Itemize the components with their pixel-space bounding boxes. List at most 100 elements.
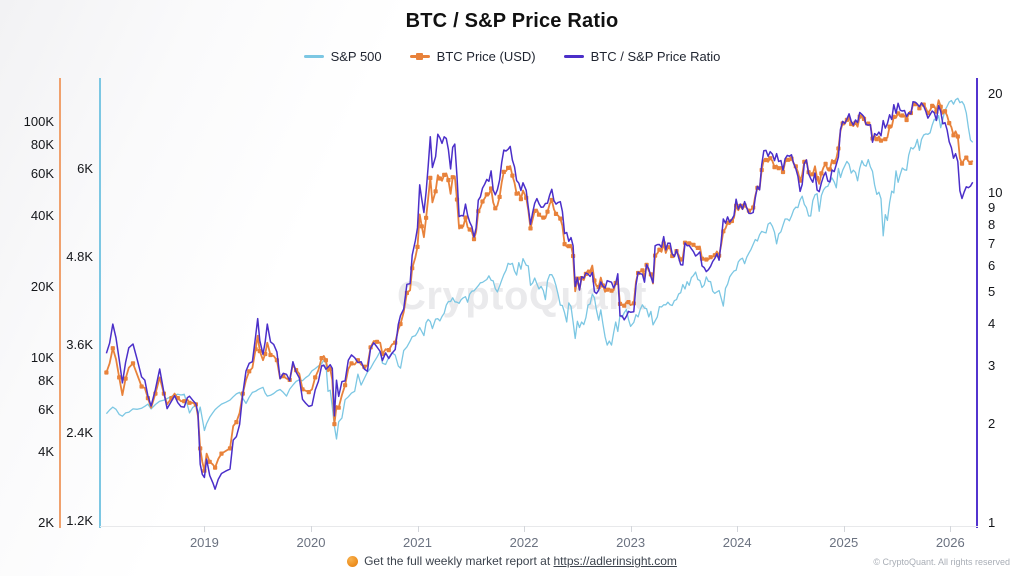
sp500-axis-label-6K: 6K bbox=[77, 161, 93, 176]
copyright: © CryptoQuant. All rights reserved bbox=[873, 557, 1010, 567]
x-axis-label-2025: 2025 bbox=[829, 535, 859, 550]
btc-marker bbox=[904, 117, 909, 123]
btc-marker bbox=[605, 287, 610, 292]
btc-marker bbox=[450, 175, 455, 180]
sp500-axis-line bbox=[99, 78, 101, 528]
btc-marker bbox=[374, 339, 380, 344]
btc-marker bbox=[207, 459, 212, 464]
chart-plot-area[interactable] bbox=[100, 75, 978, 522]
chart-title: BTC / S&P Price Ratio bbox=[405, 10, 619, 32]
btc-marker bbox=[306, 390, 311, 395]
x-axis-label-2021: 2021 bbox=[403, 535, 432, 550]
ratio-axis-label-8: 8 bbox=[988, 216, 996, 232]
x-tick-2021 bbox=[417, 526, 419, 532]
legend-item-1[interactable]: BTC Price (USD) bbox=[409, 49, 536, 64]
x-tick-2024 bbox=[737, 526, 739, 532]
legend-line-square-swatch bbox=[409, 53, 430, 60]
btc-marker bbox=[415, 244, 420, 249]
ratio-axis-label-7: 7 bbox=[988, 236, 996, 252]
btc-marker bbox=[553, 211, 559, 216]
btc-marker bbox=[227, 446, 233, 451]
btc-marker bbox=[887, 124, 892, 129]
btc-marker bbox=[827, 167, 832, 172]
ratio-axis-line bbox=[976, 78, 978, 528]
btc-marker bbox=[213, 465, 218, 470]
btc-marker bbox=[419, 224, 424, 229]
btc-marker bbox=[319, 356, 324, 361]
btc-marker bbox=[480, 199, 485, 204]
btc-marker bbox=[942, 109, 948, 114]
ratio-axis-label-3: 3 bbox=[988, 357, 996, 373]
btc-marker bbox=[104, 370, 109, 375]
ratio-axis-label-10: 10 bbox=[988, 185, 1003, 200]
ratio-axis-label-5: 5 bbox=[988, 284, 996, 300]
btc-axis-label-4K: 4K bbox=[38, 443, 54, 459]
legend-item-0[interactable]: S&P 500 bbox=[303, 49, 382, 64]
btc-marker bbox=[558, 216, 563, 221]
btc-marker bbox=[489, 186, 494, 191]
btc-marker bbox=[776, 166, 781, 171]
btc-marker bbox=[896, 111, 901, 116]
btc-axis-label-60K: 60K bbox=[30, 166, 54, 182]
btc-marker bbox=[562, 242, 567, 247]
x-axis-label-2022: 2022 bbox=[509, 535, 539, 550]
btc-marker bbox=[343, 383, 348, 388]
btc-marker bbox=[930, 103, 935, 108]
btc-marker bbox=[964, 155, 969, 160]
legend-item-2[interactable]: BTC / S&P Price Ratio bbox=[563, 49, 720, 64]
btc-axis-label-8K: 8K bbox=[38, 372, 54, 388]
ratio-axis-label-6: 6 bbox=[988, 258, 996, 274]
btc-marker bbox=[263, 351, 268, 357]
btc-marker bbox=[463, 215, 468, 220]
x-tick-2023 bbox=[630, 526, 632, 532]
btc-marker bbox=[349, 361, 354, 366]
btc-marker bbox=[968, 160, 973, 165]
btc-marker bbox=[626, 300, 631, 305]
sp500-axis-label-4.8K: 4.8K bbox=[66, 249, 93, 264]
x-tick-2022 bbox=[524, 526, 526, 532]
btc-marker bbox=[187, 400, 192, 405]
btc-marker bbox=[386, 348, 391, 353]
btc-marker bbox=[768, 156, 773, 161]
btc-marker bbox=[657, 247, 662, 252]
btc-marker bbox=[687, 241, 692, 246]
btc-marker bbox=[219, 451, 224, 456]
btc-marker bbox=[484, 192, 489, 197]
btc-marker bbox=[313, 375, 318, 380]
btc-marker bbox=[609, 288, 614, 293]
btc-marker bbox=[772, 165, 777, 170]
legend-label: S&P 500 bbox=[330, 49, 382, 64]
btc-marker bbox=[268, 352, 273, 358]
sp500-line bbox=[105, 97, 974, 440]
btc-marker bbox=[110, 346, 115, 351]
btc-marker bbox=[566, 244, 571, 249]
btc-marker bbox=[541, 215, 546, 220]
btc-marker bbox=[497, 194, 502, 199]
btc-marker bbox=[622, 303, 627, 308]
legend-line-swatch bbox=[303, 55, 324, 58]
btc-axis-label-40K: 40K bbox=[30, 207, 54, 223]
btc-marker bbox=[446, 178, 451, 183]
x-axis-label-2026: 2026 bbox=[935, 535, 965, 550]
x-axis-label-2023: 2023 bbox=[616, 535, 646, 550]
btc-axis-label-6K: 6K bbox=[38, 402, 54, 418]
sp500-axis-label-1.2K: 1.2K bbox=[66, 513, 93, 528]
x-tick-2025 bbox=[843, 526, 845, 532]
btc-marker bbox=[493, 206, 498, 211]
legend-label: BTC Price (USD) bbox=[436, 49, 536, 64]
btc-marker bbox=[123, 376, 128, 381]
btc-marker bbox=[428, 175, 433, 180]
btc-marker bbox=[955, 134, 960, 139]
btc-marker bbox=[506, 165, 511, 170]
btc-marker bbox=[234, 420, 239, 425]
ratio-axis-label-1: 1 bbox=[988, 515, 996, 530]
btc-marker bbox=[695, 245, 700, 250]
btc-marker bbox=[501, 169, 506, 174]
btc-marker bbox=[528, 226, 533, 231]
x-tick-2019 bbox=[204, 526, 206, 532]
footer-link[interactable]: https://adlerinsight.com bbox=[553, 554, 677, 568]
btc-marker bbox=[763, 157, 769, 163]
ratio-axis-label-9: 9 bbox=[988, 200, 996, 216]
x-axis-label-2019: 2019 bbox=[189, 535, 219, 550]
